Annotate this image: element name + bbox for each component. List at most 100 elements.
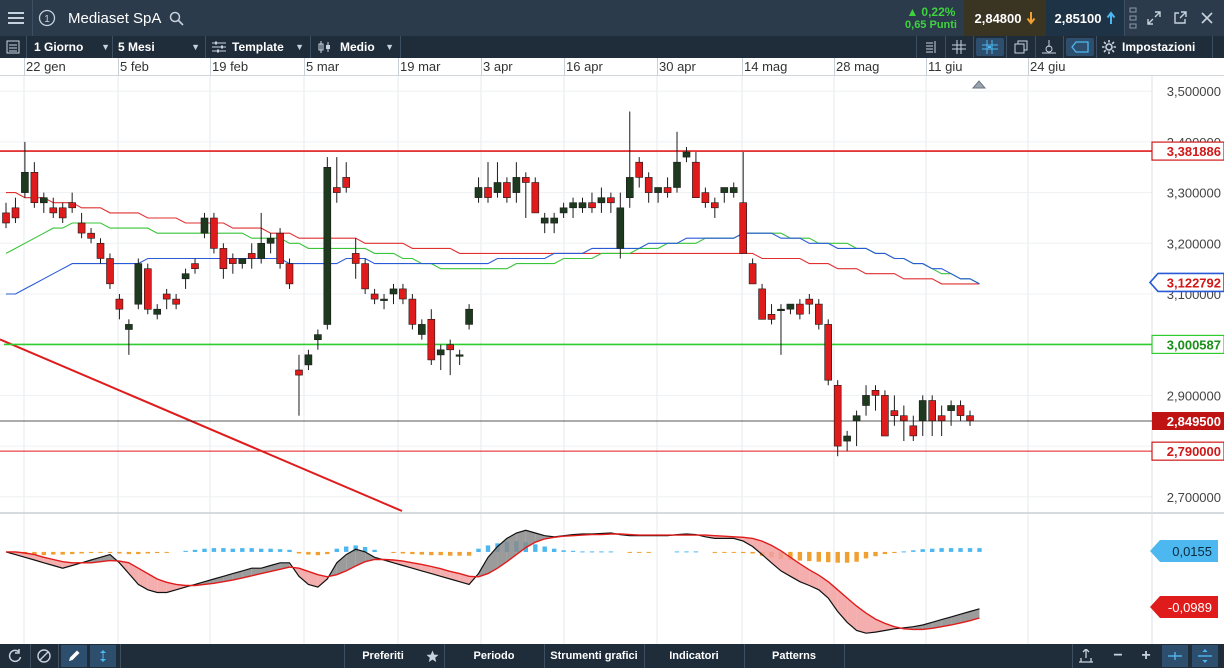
move-icon[interactable] bbox=[90, 645, 116, 667]
change-display: ▲ 0,22% 0,65 Punti bbox=[898, 0, 964, 36]
histogram-bar bbox=[570, 550, 576, 552]
disable-icon[interactable] bbox=[33, 646, 55, 666]
macd-fill bbox=[497, 538, 507, 569]
layers-icon[interactable] bbox=[1010, 39, 1032, 55]
candle bbox=[474, 187, 483, 198]
histogram-bar bbox=[476, 548, 481, 552]
pencil-icon[interactable] bbox=[61, 645, 87, 667]
up-arrow-icon: ▲ bbox=[906, 5, 919, 19]
candle bbox=[58, 207, 67, 219]
histogram-bar bbox=[400, 551, 406, 554]
candle bbox=[729, 187, 738, 193]
histogram-bar bbox=[51, 551, 56, 555]
histogram-bar bbox=[741, 551, 746, 553]
chart-list-icon[interactable] bbox=[4, 39, 22, 55]
candle bbox=[68, 202, 76, 209]
histogram-tag-text: 0,0155 bbox=[1172, 544, 1212, 559]
date-tick bbox=[742, 58, 743, 76]
sell-button[interactable]: 2,84800 bbox=[964, 0, 1046, 36]
histogram-bar bbox=[920, 549, 925, 552]
histogram-bar bbox=[32, 551, 37, 556]
period-dropdown[interactable]: 5 Mesi ▼ bbox=[118, 36, 200, 58]
price-chart[interactable]: 3,5000003,4000003,3000003,2000003,100000… bbox=[0, 76, 1224, 644]
price-label-icon[interactable] bbox=[1066, 38, 1094, 56]
histogram-bar bbox=[693, 551, 699, 553]
candle bbox=[276, 232, 284, 264]
histogram-bar bbox=[107, 551, 113, 553]
candle bbox=[862, 395, 870, 406]
chevron-down-icon: ▼ bbox=[295, 42, 304, 52]
histogram-bar bbox=[410, 551, 415, 555]
grid-icon[interactable] bbox=[948, 39, 970, 55]
crosshair-icon[interactable] bbox=[976, 38, 1004, 56]
candle bbox=[673, 161, 681, 188]
zoom-in-icon[interactable]: + bbox=[1141, 647, 1151, 664]
template-dropdown[interactable]: Template ▼ bbox=[212, 36, 304, 58]
histogram-bar bbox=[287, 549, 292, 552]
macd-fill bbox=[752, 538, 763, 555]
bottom-bar: Preferiti Periodo Strumenti grafici Indi… bbox=[0, 644, 1224, 668]
date-tick-label: 22 gen bbox=[26, 59, 66, 74]
tab-patterns[interactable]: Patterns bbox=[744, 644, 844, 668]
tab-indicatori[interactable]: Indicatori bbox=[644, 644, 744, 668]
moving-average-tag-border bbox=[1148, 272, 1224, 293]
macd-fill bbox=[922, 622, 933, 630]
date-tick bbox=[926, 58, 927, 76]
histogram-bar bbox=[637, 551, 642, 553]
moving-average-green bbox=[5, 222, 980, 285]
tab-periodo[interactable]: Periodo bbox=[444, 644, 544, 668]
candle bbox=[465, 308, 473, 325]
template-icon bbox=[212, 41, 226, 53]
close-icon[interactable] bbox=[1194, 0, 1220, 36]
tab-preferiti[interactable]: Preferiti bbox=[344, 644, 422, 668]
candle bbox=[521, 177, 530, 183]
candle bbox=[134, 263, 143, 305]
histogram-bar bbox=[211, 548, 217, 552]
settings-button[interactable]: Impostazioni bbox=[1102, 36, 1218, 58]
candle bbox=[956, 405, 965, 416]
crosshair-legend-icon[interactable] bbox=[920, 39, 942, 55]
buy-button[interactable]: 2,85100 bbox=[1046, 0, 1124, 36]
timeframe-dropdown[interactable]: 1 Giorno ▼ bbox=[34, 36, 110, 58]
candle bbox=[436, 349, 445, 356]
macd-line bbox=[5, 529, 980, 634]
histogram-bar bbox=[88, 551, 94, 553]
popout-icon[interactable] bbox=[1168, 0, 1192, 36]
template-label: Template bbox=[232, 40, 284, 54]
signal-line bbox=[6, 533, 980, 631]
histogram-bar bbox=[977, 548, 982, 552]
date-tick-label: 5 mar bbox=[306, 59, 340, 74]
auto-scale-icon[interactable] bbox=[1074, 646, 1098, 666]
macd-fill bbox=[488, 546, 498, 574]
histogram-bar bbox=[60, 551, 65, 555]
histogram-bar bbox=[164, 551, 169, 553]
search-icon[interactable] bbox=[169, 11, 184, 26]
macd-fill bbox=[336, 554, 347, 575]
date-tick-label: 14 mag bbox=[744, 59, 788, 74]
histogram-bar bbox=[844, 551, 850, 563]
zoom-out-icon[interactable]: − bbox=[1113, 647, 1123, 664]
tab-strumenti-grafici[interactable]: Strumenti grafici bbox=[544, 644, 644, 668]
histogram-bar bbox=[561, 550, 566, 552]
instrument-name: Mediaset SpA bbox=[68, 9, 162, 27]
macd-fill bbox=[100, 554, 110, 562]
chart-style-dropdown[interactable]: Medio ▼ bbox=[318, 36, 394, 58]
candle bbox=[2, 212, 10, 224]
menu-icon[interactable] bbox=[0, 0, 32, 36]
fit-horizontal-icon[interactable] bbox=[1162, 645, 1188, 667]
expand-icon[interactable] bbox=[1142, 0, 1166, 36]
candle bbox=[777, 308, 785, 311]
fit-vertical-icon[interactable] bbox=[1192, 645, 1218, 667]
candle bbox=[531, 182, 540, 214]
price-tag-text: 3,122792 bbox=[1167, 275, 1221, 290]
reset-icon[interactable] bbox=[4, 646, 26, 666]
sell-arrow-icon bbox=[1026, 12, 1035, 25]
home-marker-icon bbox=[971, 80, 987, 89]
drag-handle-icon[interactable] bbox=[1126, 4, 1140, 32]
alert-level-icon[interactable] bbox=[1038, 39, 1060, 55]
star-icon[interactable] bbox=[422, 646, 442, 666]
tab-label: Patterns bbox=[771, 650, 817, 662]
candle bbox=[833, 384, 842, 447]
candle bbox=[49, 207, 58, 214]
info-icon[interactable]: 1 bbox=[34, 0, 60, 36]
